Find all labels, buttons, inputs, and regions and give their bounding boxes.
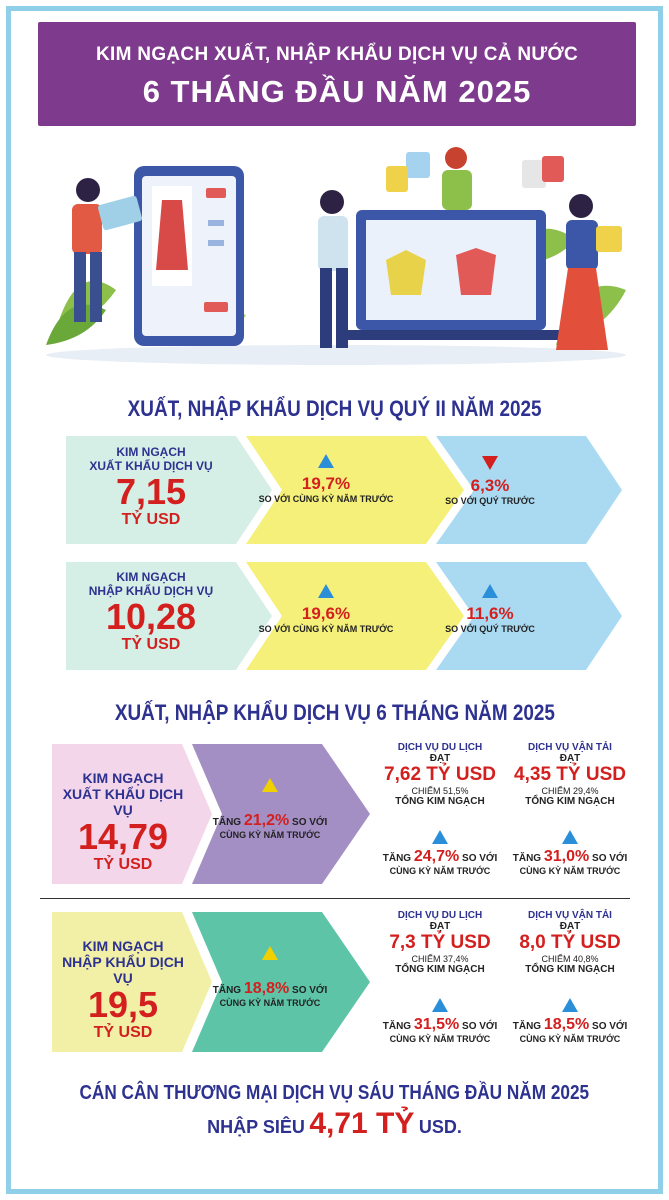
up-arrow-icon: [562, 830, 578, 844]
h1-import-transport-growth: TĂNG 18,5% SO VỚI CÙNG KỲ NĂM TRƯỚC: [512, 1016, 628, 1044]
up-arrow-icon: [318, 454, 334, 468]
q2-export-qoq: 6,3% SO VỚI QUÝ TRƯỚC: [445, 476, 535, 506]
h1-import-tourism: DỊCH VỤ DU LỊCH ĐẠT 7,3 TỶ USD CHIẾM 37,…: [389, 910, 491, 975]
up-arrow-icon: [262, 778, 278, 792]
shopping-illustration: [46, 147, 626, 365]
h1-export-value: 14,79: [77, 816, 169, 857]
h1-export-transport-growth: TĂNG 31,0% SO VỚI CÙNG KỲ NĂM TRƯỚC: [512, 848, 628, 876]
h1-import-arrows: [52, 912, 370, 1052]
h1-import-value: 19,5: [87, 984, 159, 1025]
up-arrow-icon: [432, 998, 448, 1012]
q2-import-label: KIM NGẠCH NHẬP KHẨU DỊCH VỤ 10,28 TỶ USD: [76, 570, 226, 654]
q2-export-label: KIM NGẠCH XUẤT KHẨU DỊCH VỤ 7,15 TỶ USD: [76, 445, 226, 529]
q2-section-title: XUẤT, NHẬP KHẨU DỊCH VỤ QUÝ II NĂM 2025: [127, 396, 542, 421]
h1-import-tourism-growth: TĂNG 31,5% SO VỚI CÙNG KỲ NĂM TRƯỚC: [382, 1016, 498, 1044]
h1-export-arrows: [52, 744, 370, 884]
up-arrow-icon: [318, 584, 334, 598]
q2-import-qoq: 11,6% SO VỚI QUÝ TRƯỚC: [445, 604, 535, 634]
h1-section-title: XUẤT, NHẬP KHẨU DỊCH VỤ 6 THÁNG NĂM 2025: [114, 700, 555, 725]
q2-export-value: 7,15: [115, 471, 187, 512]
up-arrow-icon: [562, 998, 578, 1012]
h1-export-tourism: DỊCH VỤ DU LỊCH ĐẠT 7,62 TỶ USD CHIẾM 51…: [384, 742, 496, 807]
header-title-line2: 6 THÁNG ĐẦU NĂM 2025: [142, 74, 532, 109]
footer-balance: CÁN CÂN THƯƠNG MẠI DỊCH VỤ SÁU THÁNG ĐẦU…: [79, 1082, 590, 1140]
h1-export-transport: DỊCH VỤ VẬN TẢI ĐẠT 4,35 TỶ USD CHIẾM 29…: [514, 742, 626, 807]
h1-export-growth: TĂNG 21,2% SO VỚI CÙNG KỲ NĂM TRƯỚC: [212, 812, 328, 840]
q2-import-arrows: [66, 562, 622, 670]
up-arrow-icon: [432, 830, 448, 844]
footer-title: CÁN CÂN THƯƠNG MẠI DỊCH VỤ SÁU THÁNG ĐẦU…: [79, 1082, 590, 1104]
h1-export-label: KIM NGẠCH XUẤT KHẨU DỊCH VỤ 14,79 TỶ USD: [58, 770, 188, 874]
header-banner: KIM NGẠCH XUẤT, NHẬP KHẨU DỊCH VỤ CẢ NƯỚ…: [38, 22, 636, 126]
h1-import-transport: DỊCH VỤ VẬN TẢI ĐẠT 8,0 TỶ USD CHIẾM 40,…: [519, 910, 621, 975]
q2-import-yoy: 19,6% SO VỚI CÙNG KỲ NĂM TRƯỚC: [258, 604, 394, 634]
down-arrow-icon: [482, 456, 498, 470]
q2-export-yoy: 19,7% SO VỚI CÙNG KỲ NĂM TRƯỚC: [258, 474, 394, 504]
h1-export-tourism-growth: TĂNG 24,7% SO VỚI CÙNG KỲ NĂM TRƯỚC: [382, 848, 498, 876]
h1-import-growth: TĂNG 18,8% SO VỚI CÙNG KỲ NĂM TRƯỚC: [212, 980, 328, 1008]
section-divider: [40, 898, 630, 899]
up-arrow-icon: [262, 946, 278, 960]
footer-value: 4,71 TỶ: [309, 1107, 415, 1140]
header-title-line1: KIM NGẠCH XUẤT, NHẬP KHẨU DỊCH VỤ CẢ NƯỚ…: [96, 44, 578, 65]
up-arrow-icon: [482, 584, 498, 598]
q2-import-value: 10,28: [105, 596, 197, 637]
h1-import-label: KIM NGẠCH NHẬP KHẨU DỊCH VỤ 19,5 TỶ USD: [58, 938, 188, 1042]
